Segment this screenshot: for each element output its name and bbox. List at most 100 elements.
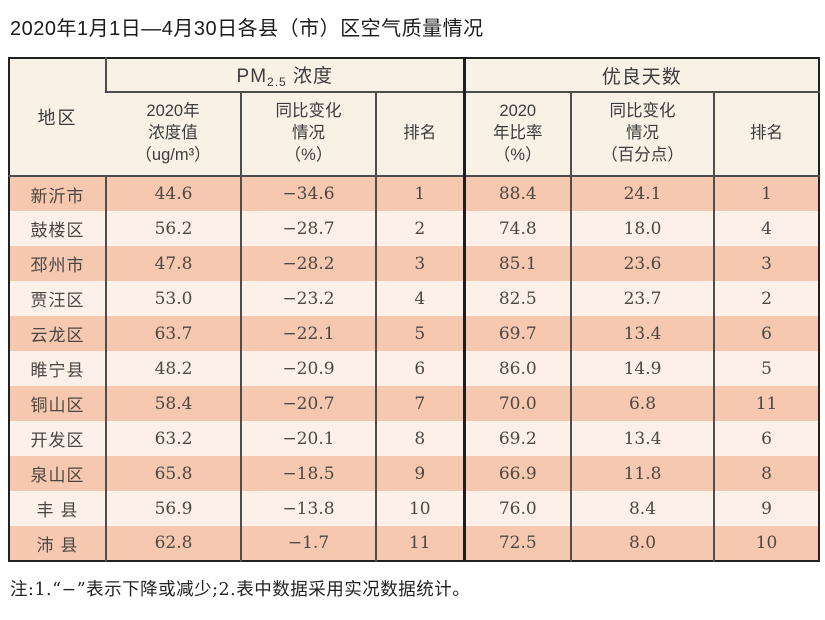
air-quality-table: 地区 PM2.5 浓度 优良天数 2020年 浓度值 （ug/m³） 同比变化 … bbox=[8, 57, 821, 562]
gooddays-yoy-change-cell: 6.8 bbox=[570, 386, 715, 421]
col-group-good-days: 优良天数 bbox=[462, 58, 820, 93]
table-row: 开发区 63.2 −20.1 8 69.2 13.4 6 bbox=[9, 421, 820, 456]
pm25-yoy-change-cell: −13.8 bbox=[240, 491, 376, 526]
gooddays-rank-cell: 10 bbox=[713, 526, 820, 561]
region-cell: 丰 县 bbox=[9, 491, 106, 526]
region-cell: 新沂市 bbox=[9, 176, 106, 211]
col-header-gooddays-rank: 排名 bbox=[713, 92, 820, 177]
gooddays-rank-cell: 9 bbox=[713, 491, 820, 526]
pm25-rank-cell: 8 bbox=[374, 421, 465, 456]
footnote: 注:1.“−”表示下降或减少;2.表中数据采用实况数据统计。 bbox=[10, 580, 471, 600]
col-header-pm25-yoy-change: 同比变化 情况 （%） bbox=[240, 92, 376, 177]
table-row: 邳州市 47.8 −28.2 3 85.1 23.6 3 bbox=[9, 246, 820, 281]
table-header: 地区 PM2.5 浓度 优良天数 2020年 浓度值 （ug/m³） 同比变化 … bbox=[9, 58, 820, 177]
pm25-rank-cell: 11 bbox=[374, 526, 465, 561]
gooddays-rate-cell: 69.2 bbox=[462, 421, 572, 456]
pm25-yoy-change-cell: −20.7 bbox=[240, 386, 376, 421]
region-cell: 鼓楼区 bbox=[9, 211, 106, 246]
region-cell: 铜山区 bbox=[9, 386, 106, 421]
pm25-rank-cell: 2 bbox=[374, 211, 465, 246]
gooddays-rate-cell: 86.0 bbox=[462, 351, 572, 386]
pm25-label-suffix: 浓度 bbox=[286, 66, 333, 87]
pm25-concentration-cell: 48.2 bbox=[105, 351, 241, 386]
pm25-yoy-change-cell: −22.1 bbox=[240, 316, 376, 351]
pm25-yoy-change-cell: −20.9 bbox=[240, 351, 376, 386]
gooddays-rank-cell: 5 bbox=[713, 351, 820, 386]
gooddays-rate-cell: 76.0 bbox=[462, 491, 572, 526]
pm25-yoy-change-cell: −28.2 bbox=[240, 246, 376, 281]
gooddays-rate-cell: 69.7 bbox=[462, 316, 572, 351]
pm25-yoy-change-cell: −20.1 bbox=[240, 421, 376, 456]
gooddays-rate-cell: 72.5 bbox=[462, 526, 572, 561]
pm25-rank-cell: 6 bbox=[374, 351, 465, 386]
pm25-concentration-cell: 65.8 bbox=[105, 456, 241, 491]
gooddays-rank-cell: 2 bbox=[713, 281, 820, 316]
table-row: 铜山区 58.4 −20.7 7 70.0 6.8 11 bbox=[9, 386, 820, 421]
gooddays-rate-cell: 66.9 bbox=[462, 456, 572, 491]
gooddays-yoy-change-cell: 8.4 bbox=[570, 491, 715, 526]
pm25-yoy-change-cell: −34.6 bbox=[240, 176, 376, 211]
pm25-yoy-change-cell: −18.5 bbox=[240, 456, 376, 491]
table-row: 新沂市 44.6 −34.6 1 88.4 24.1 1 bbox=[9, 176, 820, 211]
table-row: 泉山区 65.8 −18.5 9 66.9 11.8 8 bbox=[9, 456, 820, 491]
gooddays-yoy-change-cell: 13.4 bbox=[570, 316, 715, 351]
table-row: 睢宁县 48.2 −20.9 6 86.0 14.9 5 bbox=[9, 351, 820, 386]
pm25-concentration-cell: 63.2 bbox=[105, 421, 241, 456]
region-cell: 开发区 bbox=[9, 421, 106, 456]
gooddays-rank-cell: 3 bbox=[713, 246, 820, 281]
header-row-groups: 地区 PM2.5 浓度 优良天数 bbox=[9, 58, 820, 177]
gooddays-rank-cell: 8 bbox=[713, 456, 820, 491]
region-cell: 睢宁县 bbox=[9, 351, 106, 386]
gooddays-rate-cell: 74.8 bbox=[462, 211, 572, 246]
pm25-subscript: 2.5 bbox=[267, 75, 287, 89]
gooddays-yoy-change-cell: 23.7 bbox=[570, 281, 715, 316]
pm25-concentration-cell: 58.4 bbox=[105, 386, 241, 421]
gooddays-yoy-change-cell: 11.8 bbox=[570, 456, 715, 491]
region-cell: 云龙区 bbox=[9, 316, 106, 351]
table-body: 新沂市 44.6 −34.6 1 88.4 24.1 1 鼓楼区 56.2 −2… bbox=[9, 176, 820, 561]
pm25-concentration-cell: 62.8 bbox=[105, 526, 241, 561]
gooddays-rank-cell: 6 bbox=[713, 421, 820, 456]
pm25-yoy-change-cell: −23.2 bbox=[240, 281, 376, 316]
gooddays-yoy-change-cell: 23.6 bbox=[570, 246, 715, 281]
pm25-rank-cell: 10 bbox=[374, 491, 465, 526]
region-cell: 泉山区 bbox=[9, 456, 106, 491]
table-row: 云龙区 63.7 −22.1 5 69.7 13.4 6 bbox=[9, 316, 820, 351]
col-header-region: 地区 bbox=[9, 58, 106, 177]
table-row: 丰 县 56.9 −13.8 10 76.0 8.4 9 bbox=[9, 491, 820, 526]
col-group-pm25: PM2.5 浓度 bbox=[104, 58, 465, 93]
gooddays-rank-cell: 4 bbox=[713, 211, 820, 246]
pm25-rank-cell: 9 bbox=[374, 456, 465, 491]
pm25-concentration-cell: 44.6 bbox=[105, 176, 241, 211]
region-cell: 沛 县 bbox=[9, 526, 106, 561]
gooddays-yoy-change-cell: 18.0 bbox=[570, 211, 715, 246]
pm25-concentration-cell: 53.0 bbox=[105, 281, 241, 316]
gooddays-yoy-change-cell: 13.4 bbox=[570, 421, 715, 456]
gooddays-rank-cell: 1 bbox=[713, 176, 820, 211]
gooddays-rank-cell: 6 bbox=[713, 316, 820, 351]
col-header-gooddays-yoy-change: 同比变化 情况 （百分点） bbox=[570, 92, 715, 177]
gooddays-yoy-change-cell: 14.9 bbox=[570, 351, 715, 386]
pm25-concentration-cell: 56.9 bbox=[105, 491, 241, 526]
pm25-yoy-change-cell: −1.7 bbox=[240, 526, 376, 561]
page-title: 2020年1月1日—4月30日各县（市）区空气质量情况 bbox=[10, 18, 484, 40]
pm25-rank-cell: 4 bbox=[374, 281, 465, 316]
gooddays-yoy-change-cell: 8.0 bbox=[570, 526, 715, 561]
pm25-label-prefix: PM bbox=[236, 66, 268, 87]
gooddays-rate-cell: 88.4 bbox=[462, 176, 572, 211]
pm25-concentration-cell: 56.2 bbox=[105, 211, 241, 246]
table-row: 沛 县 62.8 −1.7 11 72.5 8.0 10 bbox=[9, 526, 820, 561]
pm25-concentration-cell: 63.7 bbox=[105, 316, 241, 351]
pm25-rank-cell: 1 bbox=[374, 176, 465, 211]
region-cell: 贾汪区 bbox=[9, 281, 106, 316]
region-cell: 邳州市 bbox=[9, 246, 106, 281]
header-row-subcolumns: 2020年 浓度值 （ug/m³） 同比变化 情况 （%） 排名 2020 年比… bbox=[9, 92, 820, 177]
col-header-gooddays-rate: 2020 年比率 （%） bbox=[462, 92, 572, 177]
table-row: 贾汪区 53.0 −23.2 4 82.5 23.7 2 bbox=[9, 281, 820, 316]
pm25-yoy-change-cell: −28.7 bbox=[240, 211, 376, 246]
table-row: 鼓楼区 56.2 −28.7 2 74.8 18.0 4 bbox=[9, 211, 820, 246]
gooddays-yoy-change-cell: 24.1 bbox=[570, 176, 715, 211]
pm25-rank-cell: 5 bbox=[374, 316, 465, 351]
gooddays-rate-cell: 70.0 bbox=[462, 386, 572, 421]
